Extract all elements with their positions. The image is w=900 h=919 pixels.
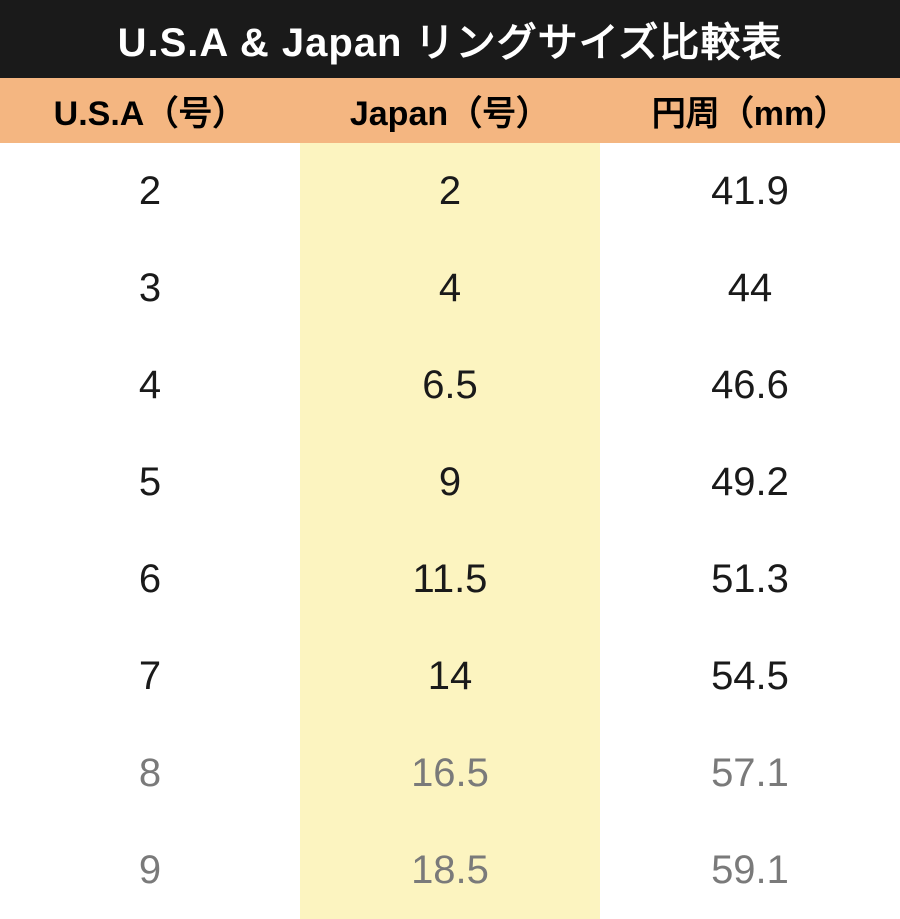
cell-circ: 57.1 — [600, 725, 900, 822]
cell-japan: 4 — [300, 240, 600, 337]
cell-circ: 46.6 — [600, 337, 900, 434]
table-body: 2 2 41.9 3 4 44 4 6.5 46.6 5 9 49.2 6 11… — [0, 143, 900, 919]
table-row: 8 16.5 57.1 — [0, 725, 900, 822]
table-title: U.S.A & Japan リングサイズ比較表 — [0, 0, 900, 78]
cell-japan: 2 — [300, 143, 600, 240]
cell-usa: 6 — [0, 531, 300, 628]
cell-circ: 49.2 — [600, 434, 900, 531]
table-row: 7 14 54.5 — [0, 628, 900, 725]
table-row: 2 2 41.9 — [0, 143, 900, 240]
cell-circ: 41.9 — [600, 143, 900, 240]
header-usa: U.S.A（号） — [0, 78, 300, 143]
table-row: 3 4 44 — [0, 240, 900, 337]
cell-usa: 3 — [0, 240, 300, 337]
table-row: 6 11.5 51.3 — [0, 531, 900, 628]
cell-japan: 18.5 — [300, 822, 600, 919]
cell-circ: 44 — [600, 240, 900, 337]
cell-circ: 54.5 — [600, 628, 900, 725]
cell-japan: 9 — [300, 434, 600, 531]
table-row: 5 9 49.2 — [0, 434, 900, 531]
cell-circ: 59.1 — [600, 822, 900, 919]
cell-usa: 9 — [0, 822, 300, 919]
cell-usa: 5 — [0, 434, 300, 531]
table-row: 4 6.5 46.6 — [0, 337, 900, 434]
cell-circ: 51.3 — [600, 531, 900, 628]
table-header-row: U.S.A（号） Japan（号） 円周（mm） — [0, 78, 900, 143]
header-circ: 円周（mm） — [600, 78, 900, 143]
cell-japan: 6.5 — [300, 337, 600, 434]
cell-usa: 4 — [0, 337, 300, 434]
cell-japan: 11.5 — [300, 531, 600, 628]
cell-japan: 14 — [300, 628, 600, 725]
header-japan: Japan（号） — [300, 78, 600, 143]
table-row: 9 18.5 59.1 — [0, 822, 900, 919]
cell-usa: 7 — [0, 628, 300, 725]
cell-japan: 16.5 — [300, 725, 600, 822]
ring-size-table-container: U.S.A & Japan リングサイズ比較表 U.S.A（号） Japan（号… — [0, 0, 900, 900]
cell-usa: 8 — [0, 725, 300, 822]
cell-usa: 2 — [0, 143, 300, 240]
